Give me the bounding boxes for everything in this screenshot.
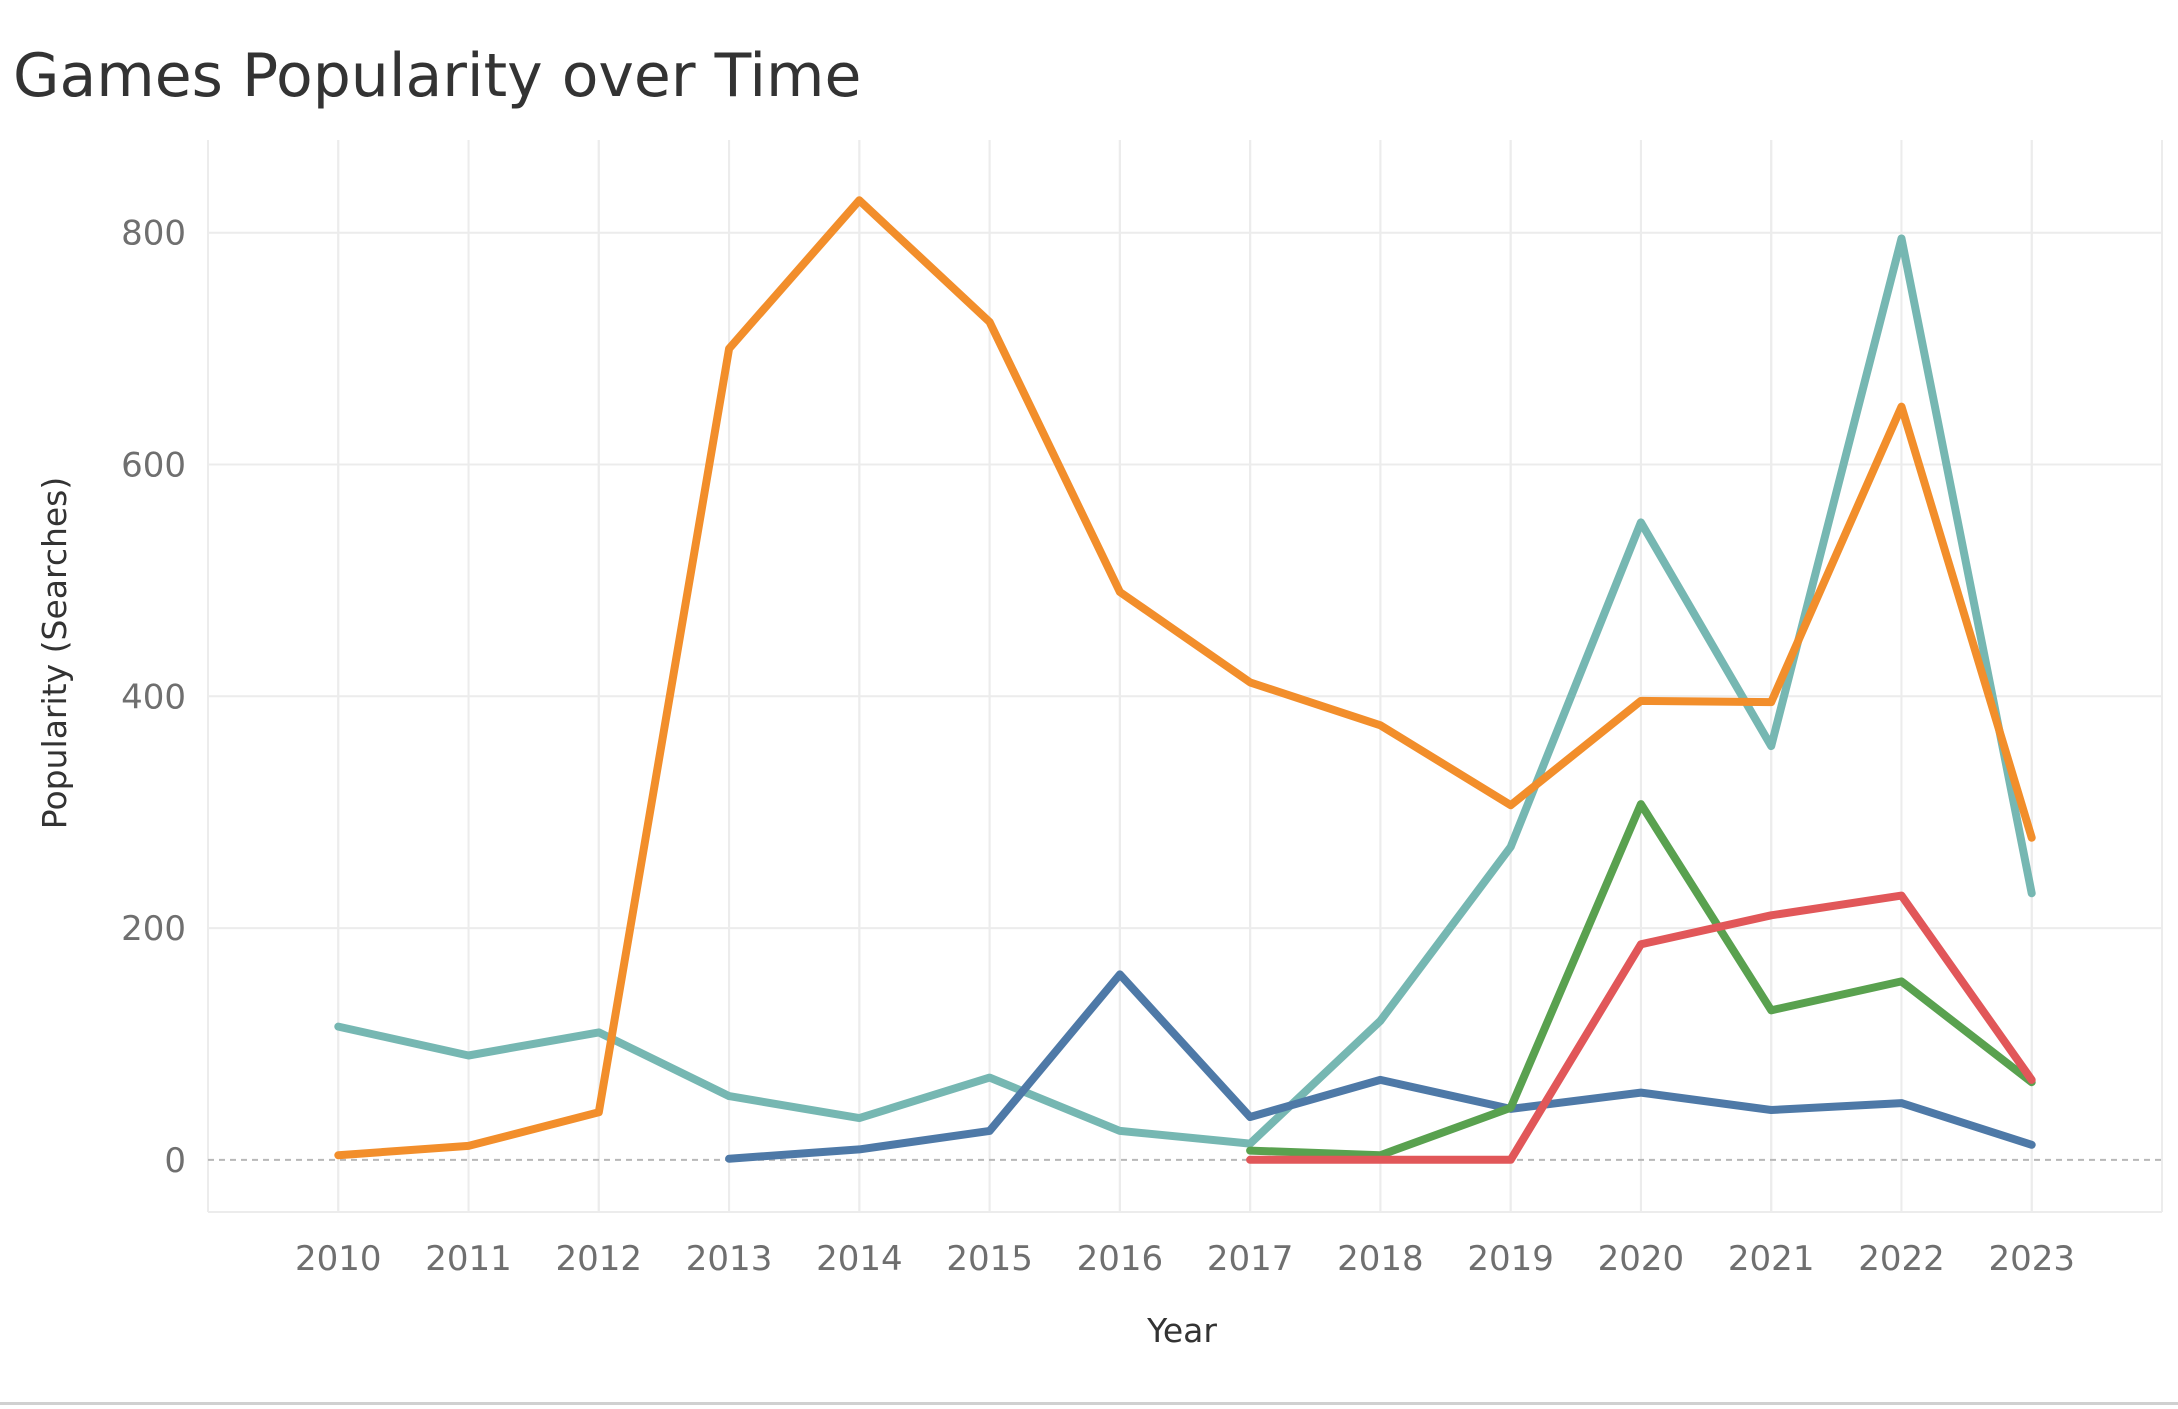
x-tick-label: 2018 — [1337, 1239, 1424, 1279]
x-tick-label: 2014 — [816, 1239, 903, 1279]
chart-title: Games Popularity over Time — [13, 41, 862, 111]
series-line — [334, 196, 2036, 1160]
x-tick-label: 2021 — [1728, 1239, 1815, 1279]
y-axis: 0 200 400 600 800 — [121, 214, 186, 1181]
x-tick-label: 2010 — [295, 1239, 382, 1279]
x-tick-label: 2013 — [686, 1239, 773, 1279]
x-tick-label: 2017 — [1207, 1239, 1294, 1279]
y-axis-title: Popularity (Searches) — [35, 477, 74, 829]
x-tick-label: 2019 — [1467, 1239, 1554, 1279]
y-tick-label: 200 — [121, 909, 186, 949]
grid-lines — [207, 140, 2163, 1213]
y-tick-label: 600 — [121, 445, 186, 485]
series-lines — [334, 196, 2036, 1164]
y-tick-label: 800 — [121, 214, 186, 254]
y-tick-label: 400 — [121, 677, 186, 717]
series-4 — [1246, 800, 2036, 1160]
series-line — [334, 234, 2036, 1148]
x-tick-label: 2020 — [1598, 1239, 1685, 1279]
x-tick-label: 2022 — [1858, 1239, 1945, 1279]
x-tick-label: 2016 — [1077, 1239, 1164, 1279]
x-tick-label: 2011 — [425, 1239, 512, 1279]
x-tick-label: 2015 — [946, 1239, 1033, 1279]
x-tick-label: 2023 — [1988, 1239, 2075, 1279]
series-5 — [1246, 891, 2036, 1164]
x-axis-title: Year — [1146, 1311, 1217, 1350]
x-axis: 2010 2011 2012 2013 2014 2015 2016 2017 2018 2019… — [295, 1239, 2075, 1279]
series-2 — [334, 196, 2036, 1160]
series-1 — [334, 234, 2036, 1148]
x-tick-label: 2012 — [556, 1239, 643, 1279]
series-3 — [725, 970, 2036, 1163]
bottom-divider — [0, 1402, 2178, 1405]
y-tick-label: 0 — [164, 1141, 186, 1181]
